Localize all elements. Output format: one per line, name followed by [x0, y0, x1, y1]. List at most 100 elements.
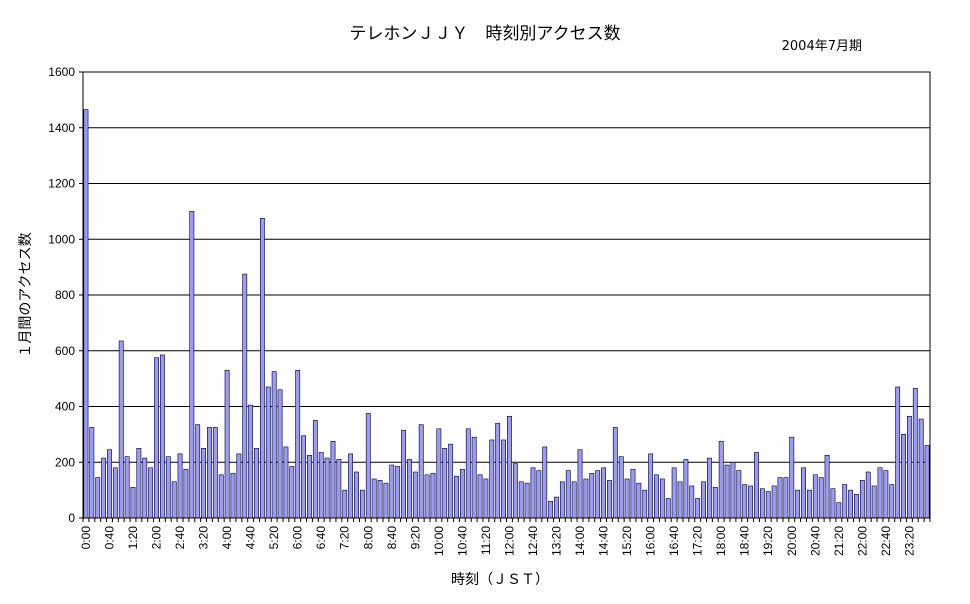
- bar: [236, 453, 242, 519]
- bar: [448, 443, 454, 519]
- bar: [89, 427, 95, 519]
- x-tick-label: 16:40: [667, 526, 681, 556]
- x-tick-label: 23:20: [902, 526, 916, 556]
- bar: [377, 480, 383, 519]
- bar: [801, 467, 806, 519]
- bar: [789, 436, 795, 519]
- x-tick-label: 1:20: [126, 526, 140, 550]
- bar: [271, 371, 277, 519]
- bar: [489, 439, 495, 519]
- x-tick-label: 0:40: [102, 526, 116, 550]
- bars: [83, 109, 930, 519]
- bar: [695, 498, 701, 519]
- bar: [136, 448, 142, 519]
- bar: [636, 482, 642, 519]
- bar: [601, 467, 606, 519]
- bar: [859, 480, 865, 519]
- bar: [906, 415, 912, 519]
- x-tick-label: 22:40: [879, 526, 893, 556]
- bar: [212, 427, 218, 519]
- bar: [318, 452, 324, 519]
- bar: [854, 494, 859, 519]
- bar: [189, 211, 195, 519]
- y-axis-label: １月間のアクセス数: [18, 232, 34, 357]
- x-axis: 0:00 0:40 1:20 2:00 2:40 3:20 4:00 4:40 5:20 6:00…: [79, 518, 931, 556]
- y-tick-label: 1200: [48, 177, 75, 191]
- bar: [224, 369, 230, 519]
- bar: [330, 441, 336, 519]
- bar: [895, 386, 901, 519]
- x-tick-label: 6:40: [314, 526, 328, 550]
- bar: [707, 457, 712, 519]
- bar: [148, 467, 154, 519]
- bar: [154, 357, 159, 519]
- bar: [812, 474, 818, 519]
- bar: [507, 415, 512, 519]
- bar: [418, 424, 424, 519]
- x-tick-label: 8:00: [361, 526, 375, 550]
- bar: [871, 485, 877, 519]
- bar: [165, 456, 171, 519]
- x-tick-label: 22:00: [855, 526, 869, 556]
- bar: [524, 482, 530, 519]
- bar: [171, 481, 177, 519]
- x-tick-label: 3:20: [197, 526, 211, 550]
- bar: [565, 470, 571, 519]
- x-tick-label: 14:40: [597, 526, 611, 556]
- bar: [183, 468, 189, 519]
- bar: [424, 474, 430, 519]
- bar: [436, 428, 442, 519]
- bar: [412, 471, 418, 519]
- bar: [783, 477, 789, 519]
- bar: [530, 467, 536, 519]
- y-tick-label: 1400: [48, 121, 75, 135]
- bar: [912, 388, 918, 519]
- bar: [559, 481, 565, 519]
- bar: [536, 470, 542, 519]
- bar: [201, 448, 206, 519]
- bar: [371, 478, 377, 519]
- bar: [283, 446, 289, 519]
- x-tick-label: 20:40: [808, 526, 822, 556]
- bar: [542, 446, 548, 519]
- bar: [742, 484, 748, 519]
- bar: [159, 354, 165, 519]
- x-tick-label: 10:40: [455, 526, 469, 556]
- x-tick-label: 15:20: [620, 526, 634, 556]
- bar: [324, 457, 330, 519]
- bar: [83, 109, 89, 519]
- bar: [759, 488, 765, 519]
- bar: [230, 473, 236, 519]
- bar: [365, 413, 371, 519]
- x-tick-label: 2:00: [150, 526, 164, 550]
- bar: [848, 489, 854, 519]
- chart-title: テレホンＪＪＹ 時刻別アクセス数: [349, 24, 620, 44]
- bar: [718, 441, 724, 519]
- bar: [407, 459, 412, 519]
- bar: [777, 477, 783, 519]
- bar: [548, 500, 554, 519]
- bar: [712, 487, 718, 519]
- bar: [807, 489, 812, 519]
- bar: [671, 467, 677, 519]
- bar: [595, 470, 601, 519]
- x-tick-label: 7:20: [338, 526, 352, 550]
- bar: [336, 459, 342, 519]
- y-tick-label: 400: [55, 400, 75, 414]
- x-axis-label: 時刻（ＪＳＴ）: [451, 572, 549, 588]
- x-tick-label: 9:20: [408, 526, 422, 550]
- bar: [118, 340, 124, 519]
- bar: [642, 489, 648, 519]
- bar: [459, 468, 465, 519]
- bar: [471, 436, 477, 519]
- y-axis: 0 200 400 600 800 1000 1200 1400 1600: [48, 65, 83, 525]
- bar: [254, 448, 259, 519]
- bar: [689, 485, 695, 519]
- bar: [483, 478, 489, 519]
- bar: [701, 481, 706, 519]
- x-tick-label: 17:20: [691, 526, 705, 556]
- x-tick-label: 4:40: [244, 526, 258, 550]
- bar: [383, 482, 389, 519]
- bar: [654, 474, 659, 519]
- bar: [512, 463, 518, 519]
